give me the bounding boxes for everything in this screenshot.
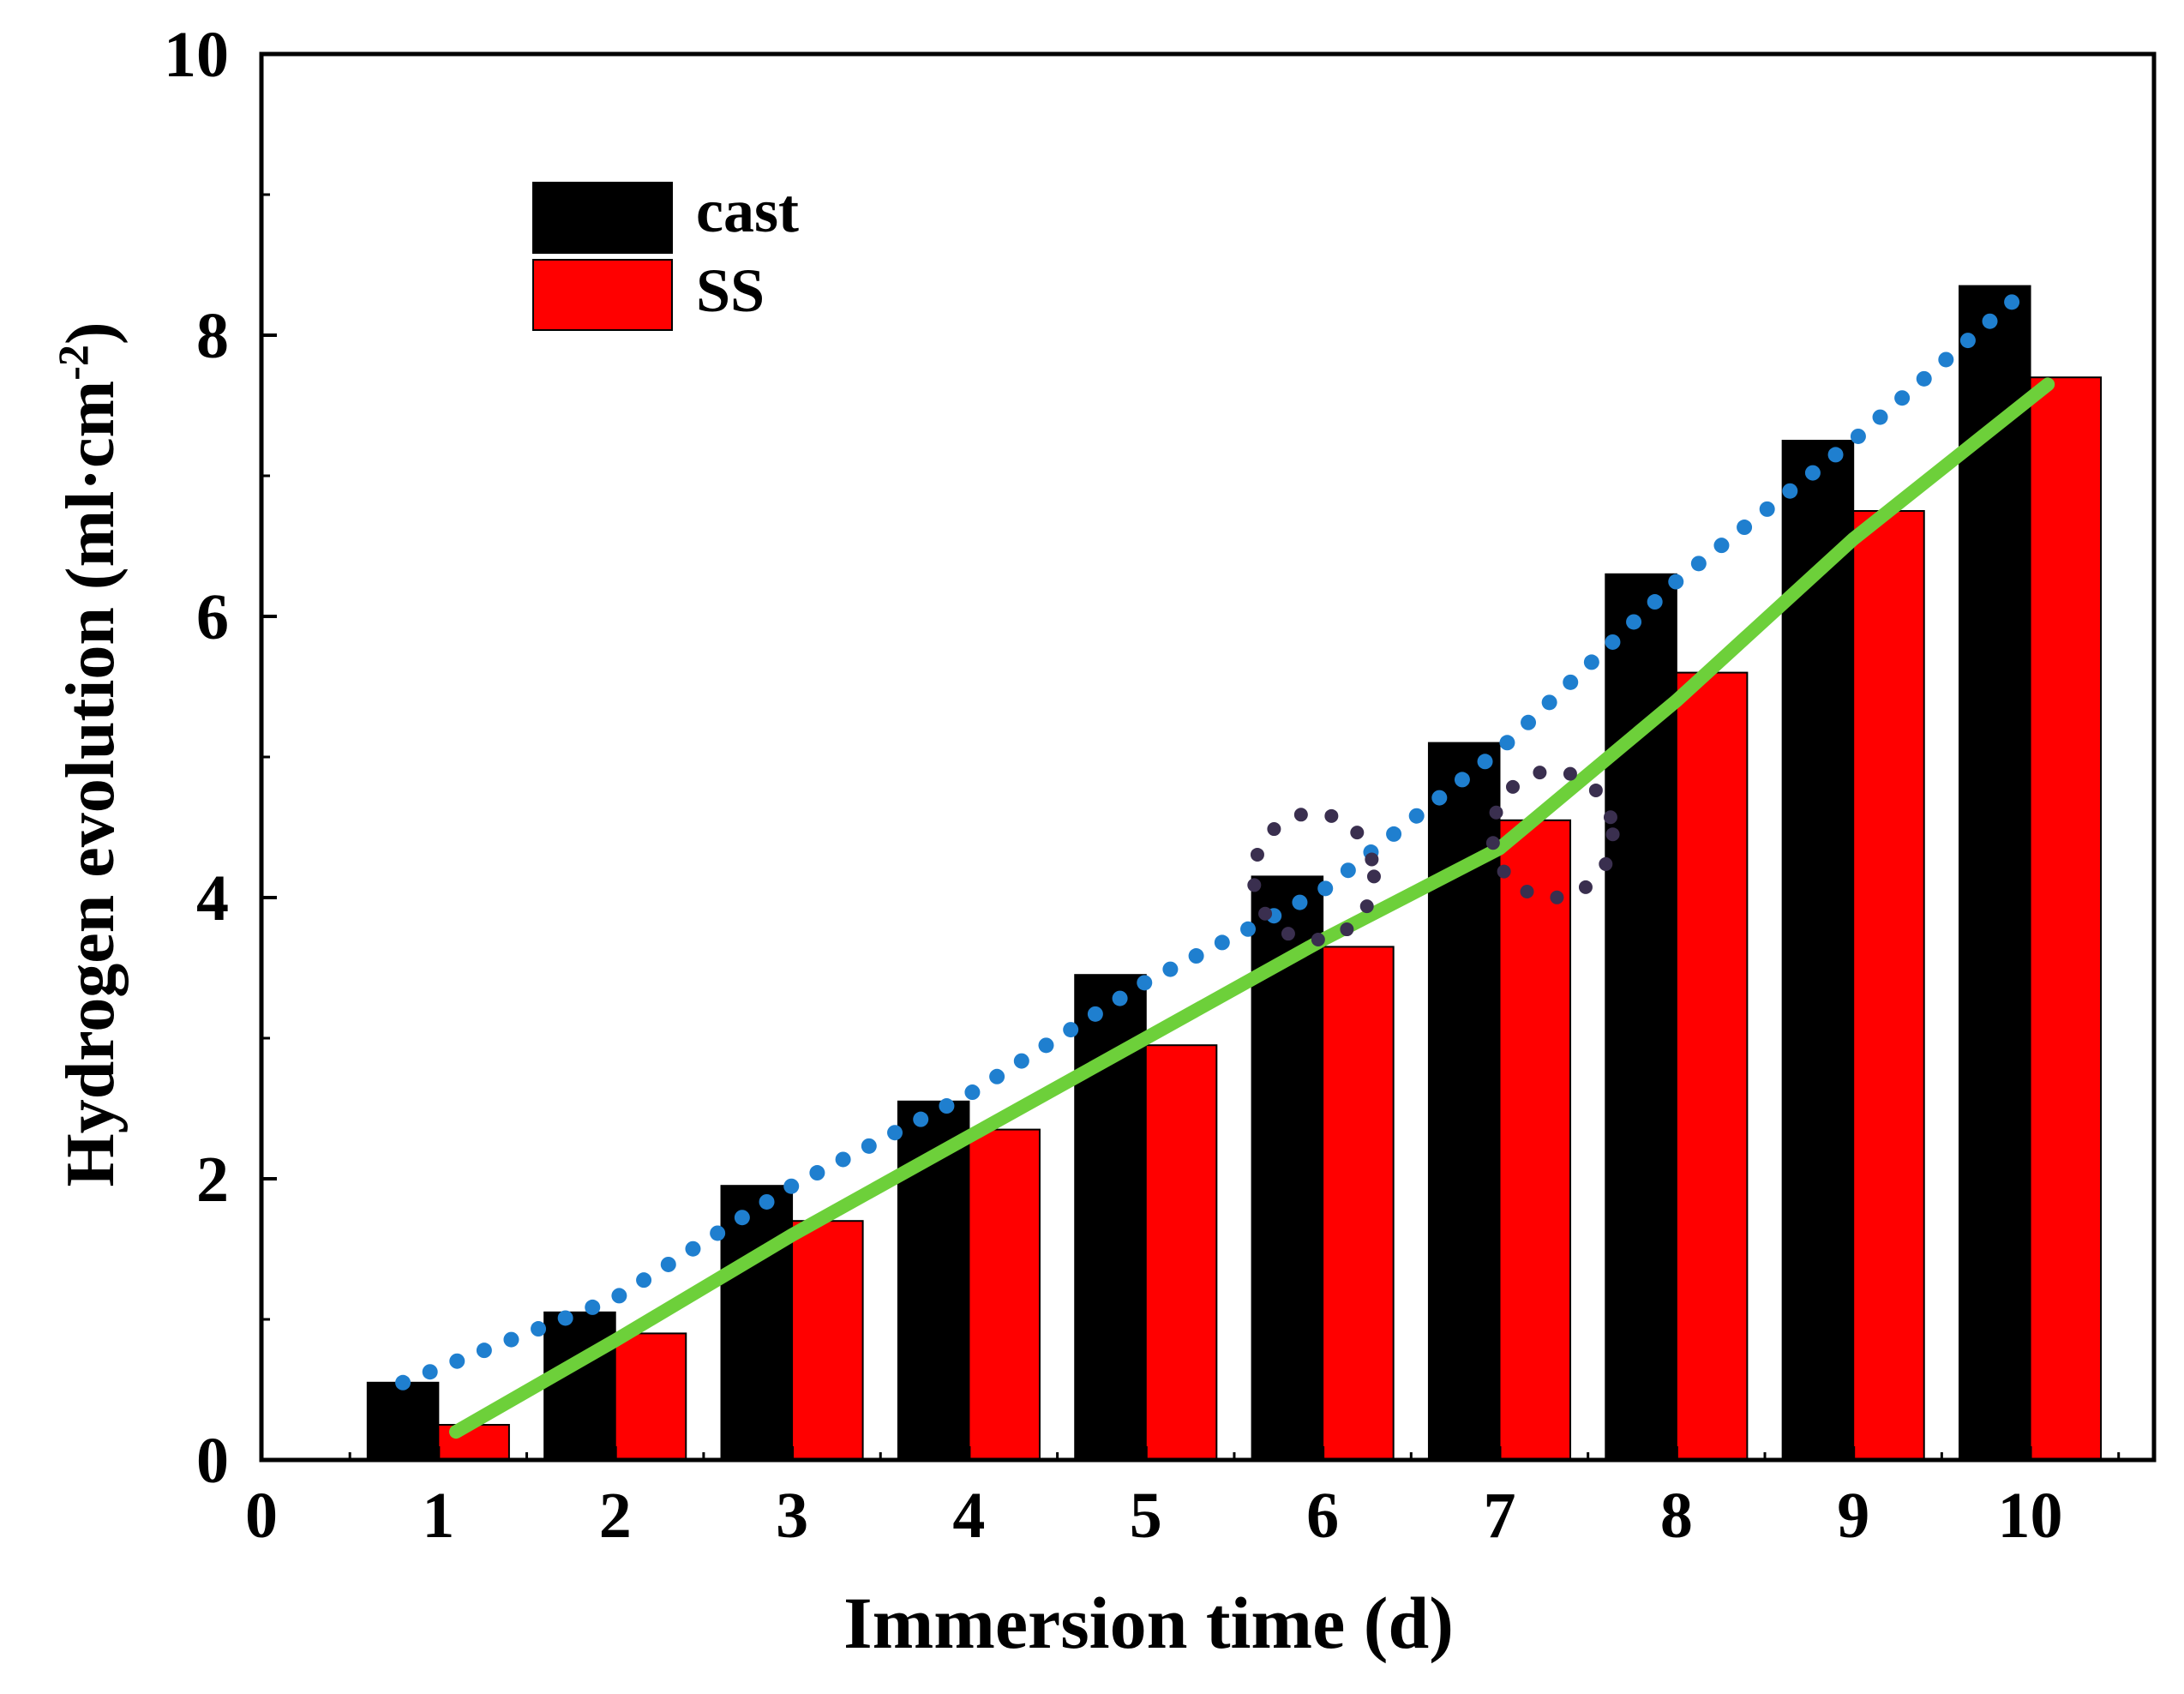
y-tick-label-10: 10 <box>164 19 229 91</box>
x-tick-label-5: 5 <box>1130 1480 1162 1552</box>
x-tick-label-3: 3 <box>776 1480 808 1552</box>
dotted-circle-day6 <box>1246 806 1381 947</box>
trend-line-cast-trend <box>395 278 2038 1391</box>
y-tick-label-2: 2 <box>196 1144 229 1216</box>
y-tick-label-8: 8 <box>196 300 229 372</box>
dotted-circle-day7 <box>1485 764 1620 905</box>
bar-ss-day-9 <box>1852 510 1925 1461</box>
bar-cast-day-10 <box>1959 285 2031 1462</box>
trend-line-ss-trend <box>448 377 2055 1439</box>
x-tick-label-6: 6 <box>1306 1480 1339 1552</box>
bar-ss-day-3 <box>791 1220 864 1461</box>
y-tick-label-0: 0 <box>196 1425 229 1497</box>
bar-cast-day-9 <box>1781 440 1855 1461</box>
x-tick-label-7: 7 <box>1483 1480 1515 1552</box>
legend-label-ss: SS <box>696 256 765 325</box>
bar-ss-day-6 <box>1322 946 1395 1461</box>
y-axis-label-sup: -2 <box>49 345 97 381</box>
x-tick-label-10: 10 <box>1998 1480 2063 1552</box>
legend-label-cast: cast <box>696 177 799 245</box>
y-tick-label-6: 6 <box>196 581 229 653</box>
bar-ss-day-8 <box>1675 671 1749 1461</box>
x-axis-label: Immersion time (d) <box>843 1582 1454 1664</box>
bar-cast-day-1 <box>366 1381 440 1462</box>
legend: cast SS <box>532 177 799 331</box>
bar-cast-day-2 <box>543 1311 616 1462</box>
y-axis-label-close: ) <box>53 322 129 345</box>
x-tick-label-2: 2 <box>599 1480 632 1552</box>
bar-ss-day-2 <box>614 1332 687 1462</box>
y-tick-label-4: 4 <box>196 862 229 934</box>
bar-ss-day-10 <box>2029 376 2103 1462</box>
x-tick-label-1: 1 <box>422 1480 454 1552</box>
y-axis-label: Hydrogen evolution (ml·cm-2) <box>49 322 129 1187</box>
x-tick-label-8: 8 <box>1660 1480 1693 1552</box>
x-tick-label-9: 9 <box>1837 1480 1869 1552</box>
legend-swatch-ss <box>532 259 673 331</box>
x-tick-label-0: 0 <box>245 1480 278 1552</box>
bar-ss-day-5 <box>1144 1044 1218 1461</box>
bar-ss-day-7 <box>1498 819 1572 1461</box>
legend-swatch-cast <box>532 182 673 254</box>
x-tick-label-4: 4 <box>952 1480 985 1552</box>
bar-ss-day-4 <box>968 1128 1041 1461</box>
bar-cast-day-3 <box>720 1185 794 1461</box>
y-axis-label-main: Hydrogen evolution (ml·cm <box>53 381 129 1187</box>
bar-ss-day-1 <box>437 1424 510 1461</box>
